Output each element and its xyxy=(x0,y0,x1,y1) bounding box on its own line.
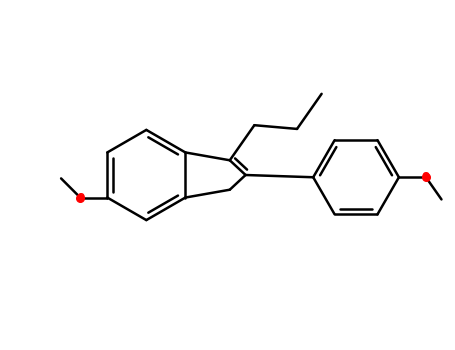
Text: O: O xyxy=(76,193,84,203)
Text: O: O xyxy=(422,172,430,182)
